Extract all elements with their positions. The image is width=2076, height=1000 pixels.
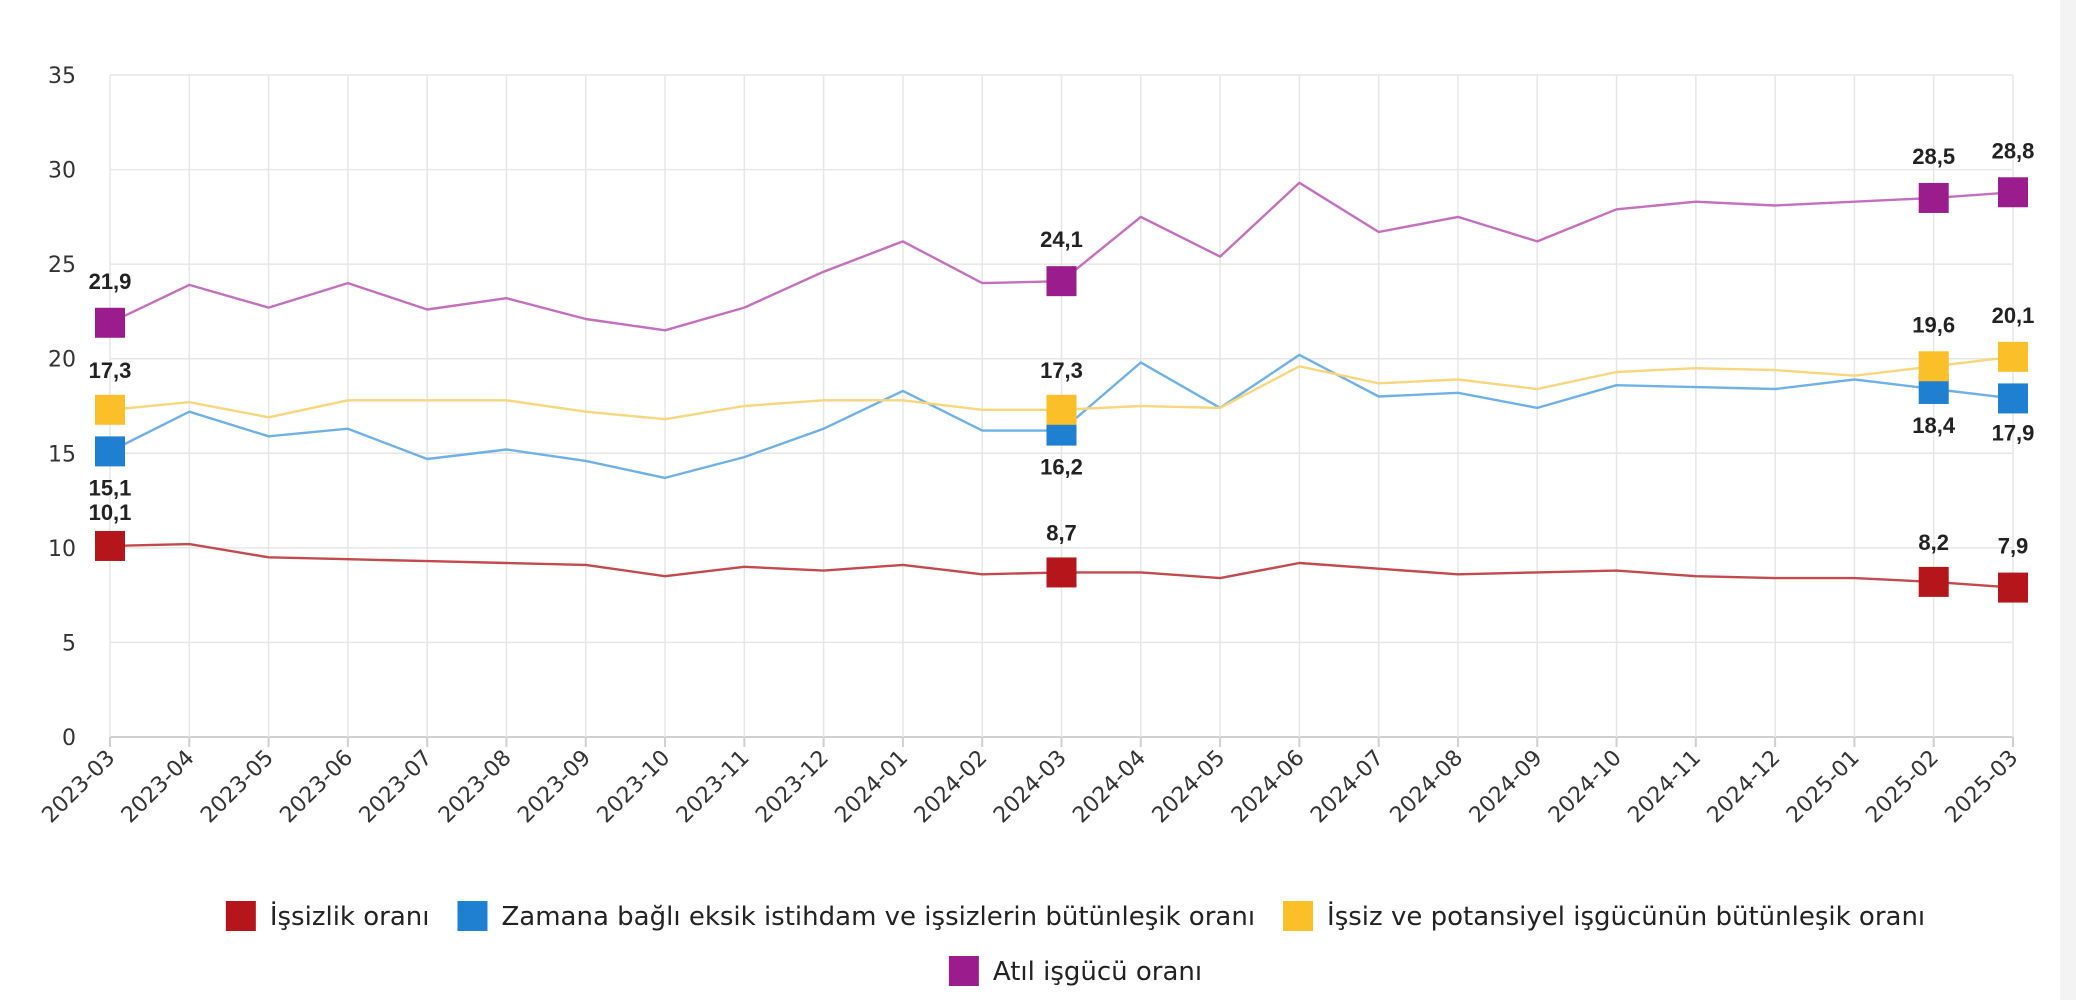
x-tick-label: 2025-03 (1941, 746, 2024, 829)
data-label: 24,1 (1040, 227, 1083, 252)
x-tick-label: 2024-11 (1623, 746, 1706, 829)
legend-swatch (225, 901, 256, 931)
x-tick-label: 2023-08 (434, 746, 517, 829)
y-tick-label: 10 (48, 537, 76, 562)
grid (109, 74, 2014, 738)
series-marker (1998, 572, 2028, 603)
series-marker (1046, 394, 1077, 425)
series-marker (1046, 266, 1077, 297)
scrollbar-track[interactable] (2060, 0, 2076, 1000)
axes: 051015202530352023-032023-042023-052023-… (38, 64, 2024, 828)
x-tick-label: 2023-09 (513, 746, 596, 829)
data-label: 15,1 (89, 475, 132, 500)
legend: İşsizlik oranı Zamana bağlı eksik istihda… (225, 900, 1925, 987)
legend-label: İşsiz ve potansiyel işgücünün bütünleşik… (1327, 900, 1925, 932)
y-tick-label: 30 (48, 159, 76, 184)
y-tick-label: 5 (62, 631, 76, 656)
data-label: 19,6 (1912, 312, 1955, 337)
series-marker (1046, 557, 1077, 588)
series-marker (1918, 351, 1949, 382)
x-tick-label: 2024-12 (1703, 746, 1786, 829)
legend-item-1[interactable]: İşsizlik oranı (225, 900, 430, 932)
x-tick-label: 2023-10 (593, 746, 676, 829)
x-tick-label: 2023-04 (117, 746, 200, 829)
markers (95, 177, 2028, 603)
x-tick-label: 2024-08 (1386, 746, 1469, 829)
y-tick-label: 15 (48, 442, 76, 467)
legend-swatch (1283, 901, 1314, 931)
data-label: 10,1 (89, 500, 132, 525)
data-label: 21,9 (89, 269, 132, 294)
data-labels: 10,1 8,7 8,2 7,9 15,1 16,2 18,4 17,9 17,3 17,3 19,… (89, 138, 2035, 558)
series-marker (95, 394, 125, 425)
x-tick-label: 2024-01 (830, 746, 913, 829)
data-label: 17,9 (1992, 420, 2035, 445)
series-marker (1998, 383, 2028, 414)
x-tick-label: 2024-05 (1148, 746, 1231, 829)
x-tick-label: 2023-03 (38, 746, 121, 829)
x-tick-label: 2024-07 (1306, 746, 1389, 829)
x-tick-label: 2024-09 (1465, 746, 1548, 829)
series-marker (95, 530, 125, 561)
series-marker (1918, 566, 1949, 597)
y-tick-label: 0 (62, 726, 76, 751)
x-tick-label: 2024-02 (910, 746, 993, 829)
data-label: 17,3 (89, 358, 132, 383)
data-label: 28,5 (1912, 144, 1955, 169)
x-tick-label: 2023-05 (196, 746, 279, 829)
y-tick-label: 20 (48, 348, 76, 373)
data-label: 20,1 (1992, 303, 2035, 328)
y-tick-label: 25 (48, 253, 76, 278)
legend-item-4[interactable]: Atıl işgücü oranı (948, 956, 1202, 987)
x-tick-label: 2023-07 (355, 746, 438, 829)
x-tick-label: 2025-01 (1782, 746, 1865, 829)
x-tick-label: 2023-12 (751, 746, 834, 829)
data-label: 28,8 (1992, 138, 2035, 163)
legend-item-3[interactable]: İşsiz ve potansiyel işgücünün bütünleşik… (1283, 900, 1925, 932)
series-marker (1918, 182, 1949, 213)
legend-label: Zamana bağlı eksik istihdam ve işsizleri… (501, 902, 1255, 932)
x-tick-label: 2025-02 (1861, 746, 1944, 829)
legend-item-2[interactable]: Zamana bağlı eksik istihdam ve işsizleri… (457, 901, 1255, 932)
legend-swatch (457, 901, 488, 931)
data-label: 7,9 (1998, 534, 2029, 559)
data-label: 17,3 (1040, 358, 1083, 383)
legend-swatch (948, 956, 979, 986)
series-marker (1998, 341, 2028, 372)
series-marker (95, 436, 125, 467)
legend-label: Atıl işgücü oranı (993, 957, 1202, 987)
x-tick-label: 2024-06 (1227, 746, 1310, 829)
x-tick-label: 2023-11 (672, 746, 755, 829)
series-marker (1998, 177, 2028, 208)
data-label: 18,4 (1912, 413, 1956, 438)
data-label: 8,7 (1046, 520, 1077, 545)
legend-label: İşsizlik oranı (270, 900, 430, 932)
x-tick-label: 2024-04 (1068, 746, 1151, 829)
y-tick-label: 35 (48, 64, 76, 89)
x-tick-label: 2024-10 (1544, 746, 1627, 829)
x-tick-label: 2023-06 (275, 746, 358, 829)
x-tick-label: 2024-03 (989, 746, 1072, 829)
data-label: 16,2 (1040, 455, 1083, 480)
series-marker (95, 307, 125, 338)
data-label: 8,2 (1918, 530, 1949, 555)
